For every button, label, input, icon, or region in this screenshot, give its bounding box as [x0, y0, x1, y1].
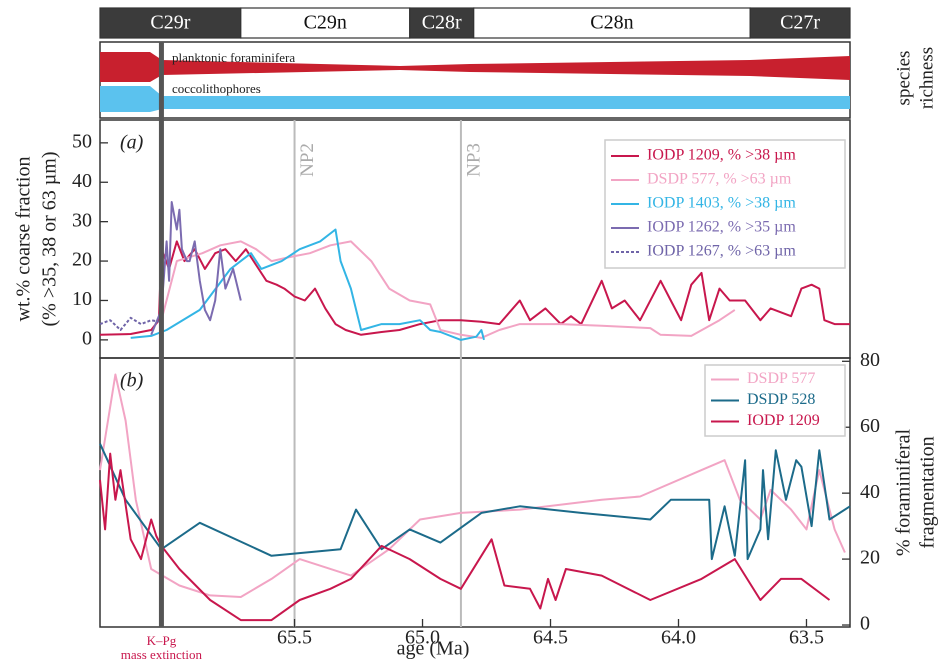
y2-axis-label: fragmentation	[917, 436, 939, 548]
series-line	[99, 452, 831, 622]
x-tick-label: 65.0	[405, 627, 440, 649]
x-tick-label: 64.5	[533, 627, 568, 649]
legend-label: IODP 1403, % >38 µm	[647, 195, 796, 212]
kpg-label: mass extinction	[121, 647, 203, 662]
chron-box	[99, 7, 242, 39]
legend-label: IODP 1262, % >35 µm	[647, 219, 796, 236]
series-line	[99, 316, 160, 331]
x-tick-label: 65.5	[277, 627, 312, 649]
chron-box	[409, 7, 475, 39]
richness-group-label: coccolithophores	[172, 81, 261, 96]
coccolith-band	[100, 86, 850, 112]
panel-label: (a)	[120, 132, 144, 154]
panel-label: (b)	[120, 370, 144, 392]
chron-label: C29n	[304, 12, 347, 34]
legend-label: DSDP 577, % >63 µm	[647, 171, 792, 188]
y2-tick-label: 20	[860, 547, 880, 569]
chron-box	[473, 7, 751, 39]
y2-tick-label: 0	[860, 613, 870, 635]
series-line	[99, 240, 850, 336]
y2-axis-label: % foraminiferal	[893, 428, 915, 556]
y-tick-label: 20	[72, 249, 92, 271]
chron-label: C28n	[590, 12, 633, 34]
richness-group-label: planktonic foraminifera	[172, 50, 295, 65]
zone-label: NP2	[297, 143, 318, 177]
y-tick-label: 30	[72, 209, 92, 231]
chron-label: C27r	[780, 12, 820, 34]
chron-label: C28r	[422, 12, 462, 34]
kpg-label: K–Pg	[147, 633, 177, 648]
zone-label: NP3	[463, 143, 484, 177]
y-tick-label: 40	[72, 170, 92, 192]
series-line	[150, 201, 242, 336]
legend-label: DSDP 577	[747, 370, 815, 387]
series-line	[99, 443, 851, 561]
x-axis-label: age (Ma)	[397, 638, 470, 660]
y2-tick-label: 80	[860, 349, 880, 371]
y-axis-label: (% >35, 38 or 63 µm)	[39, 152, 61, 327]
series-line	[130, 228, 485, 341]
legend-label: IODP 1209, % >38 µm	[647, 147, 796, 164]
foraminifera-band	[100, 52, 850, 82]
legend-box	[604, 139, 846, 269]
y2-tick-label: 60	[860, 415, 880, 437]
y-tick-label: 0	[82, 327, 92, 349]
y-tick-label: 50	[72, 130, 92, 152]
richness-label: species	[893, 51, 914, 106]
legend-label: IODP 1267, % >63 µm	[647, 243, 796, 260]
y-axis-label: wt.% coarse fraction	[13, 157, 35, 322]
chron-box	[749, 7, 851, 39]
x-tick-label: 63.5	[789, 627, 824, 649]
x-tick-label: 64.0	[661, 627, 696, 649]
series-line	[160, 240, 736, 339]
chron-label: C29r	[150, 12, 190, 34]
richness-label: richness	[916, 47, 937, 109]
legend-label: DSDP 528	[747, 391, 815, 408]
panel-b-frame	[99, 357, 851, 628]
legend-label: IODP 1209	[747, 412, 820, 429]
y-tick-label: 10	[72, 288, 92, 310]
y2-tick-label: 40	[860, 481, 880, 503]
